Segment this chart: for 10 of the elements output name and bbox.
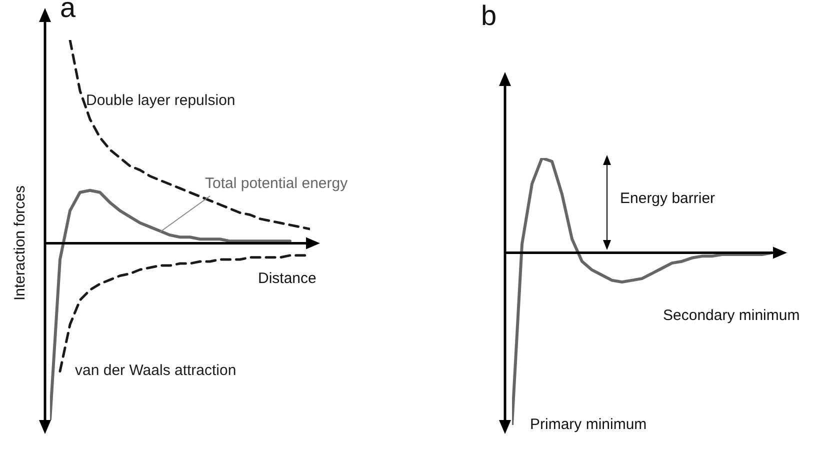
x-axis-title: Distance [258,270,316,287]
annotation: Secondary minimum [663,307,800,324]
text: Total potential energy [205,175,348,192]
series-label: Double layer repulsion [86,92,236,109]
annotation: Energy barrier [620,190,716,207]
series-label: van der Waals attraction [75,362,236,379]
chart-title: b [481,0,497,32]
annotation: Primary minimum [530,416,647,433]
chart-title: a [60,0,76,24]
y-axis-title: Interaction forces [12,185,28,301]
